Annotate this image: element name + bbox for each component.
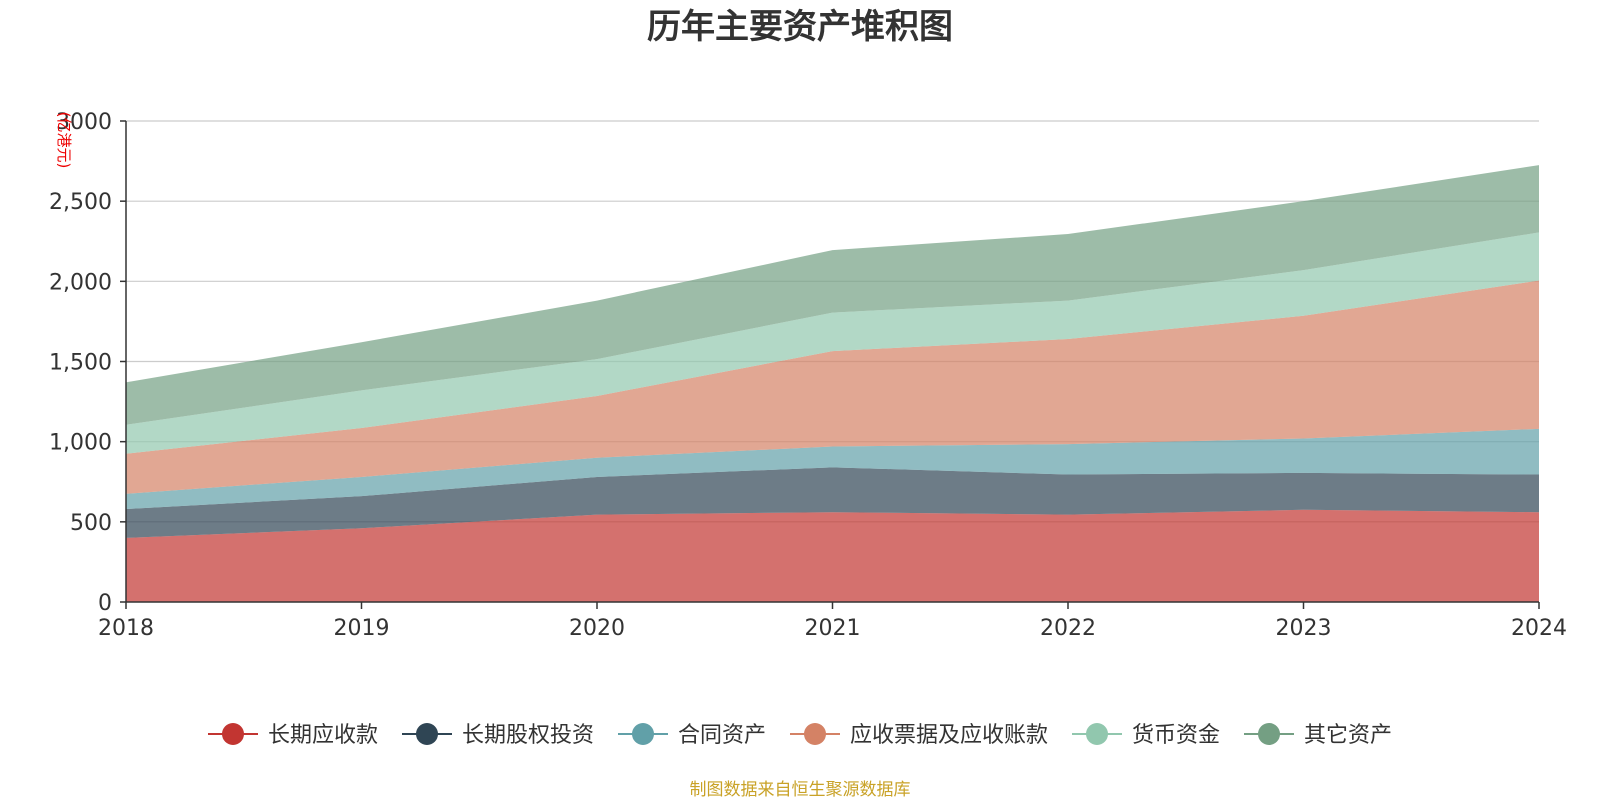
x-tick-label-6: 2024 (1511, 616, 1567, 641)
legend-item-4[interactable]: 货币资金 (1072, 723, 1220, 748)
legend[interactable]: 长期应收款 长期股权投资 合同资产 应收票据及应收账款 货币资金 其它资产 (207, 723, 1392, 748)
x-tick-label-2: 2020 (569, 616, 625, 641)
legend-label-3: 应收票据及应收账款 (850, 723, 1048, 748)
legend-item-1[interactable]: 长期股权投资 (401, 723, 594, 748)
legend-marker-2 (631, 723, 654, 745)
x-tick-label-5: 2023 (1276, 616, 1332, 641)
legend-label-0: 长期应收款 (268, 723, 378, 748)
legend-item-2[interactable]: 合同资产 (617, 723, 766, 748)
y-tick-label-5: 2,500 (49, 190, 112, 215)
axes: 0 500 1,000 1,500 2,000 2,500 3000 2018 2019 2020… (49, 110, 1567, 641)
x-tick-label-1: 2019 (334, 616, 390, 641)
legend-label-5: 其它资产 (1304, 723, 1392, 748)
y-tick-label-3: 1,500 (49, 351, 112, 376)
legend-marker-5 (1258, 723, 1281, 745)
y-tick-label-6: 3000 (56, 110, 112, 135)
y-tick-label-0: 0 (98, 591, 112, 616)
y-tick-label-4: 2,000 (49, 270, 112, 295)
legend-item-3[interactable]: 应收票据及应收账款 (789, 723, 1048, 748)
area-series-3[interactable] (126, 280, 1539, 494)
area-series-1[interactable] (126, 467, 1539, 538)
y-axis-unit-label: (亿港元) (55, 112, 73, 169)
chart-title: 历年主要资产堆积图 (647, 7, 953, 47)
y-tick-label-2: 1,000 (49, 431, 112, 456)
area-series-2[interactable] (126, 428, 1539, 510)
x-tick-label-0: 2018 (98, 616, 154, 641)
x-tick-label-4: 2022 (1040, 616, 1096, 641)
legend-item-0[interactable]: 长期应收款 (207, 723, 378, 748)
legend-marker-4 (1086, 723, 1109, 745)
legend-marker-1 (415, 723, 438, 745)
area-series-4[interactable] (126, 232, 1539, 454)
area-series-0[interactable] (126, 509, 1539, 602)
legend-label-2: 合同资产 (678, 723, 766, 748)
x-tick-label-3: 2021 (805, 616, 861, 641)
legend-item-5[interactable]: 其它资产 (1244, 723, 1392, 748)
legend-marker-0 (221, 723, 244, 745)
area-series-layer (126, 165, 1539, 602)
legend-label-4: 货币资金 (1132, 723, 1220, 748)
legend-marker-3 (803, 723, 826, 745)
legend-label-1: 长期股权投资 (462, 723, 594, 748)
area-series-5[interactable] (126, 165, 1539, 425)
data-source-note: 制图数据来自恒生聚源数据库 (690, 780, 911, 800)
y-tick-label-1: 500 (70, 511, 112, 536)
